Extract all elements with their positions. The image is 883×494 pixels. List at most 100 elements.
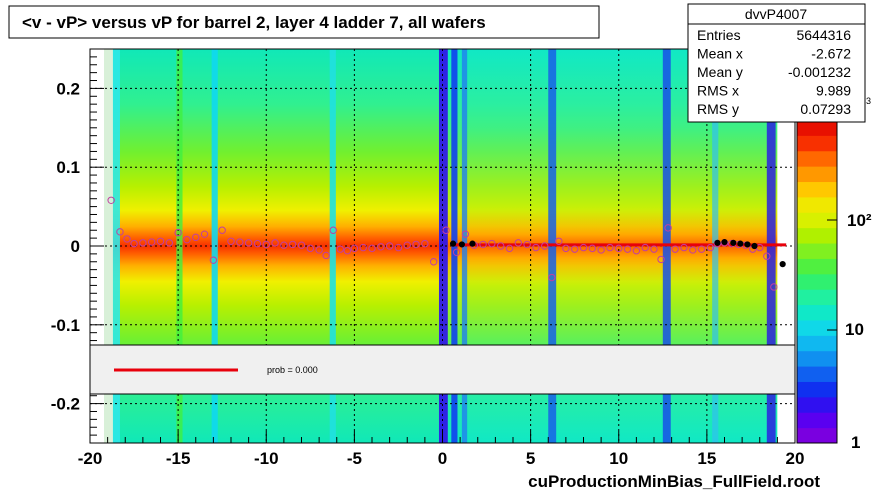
stats-value: -2.672 [811,46,851,62]
profile-point [262,240,270,249]
x-tick-label: -20 [78,449,103,468]
x-tick-label: 0 [438,449,447,468]
color-scale-cell [797,304,837,321]
profile-point [368,244,376,253]
profile-point [650,245,658,253]
profile-point [514,239,522,247]
color-scale-cell [797,366,837,382]
profile-point-filled [779,261,786,268]
profile-point [336,245,344,253]
profile-point [183,235,191,244]
stats-label: Entries [697,27,741,43]
stats-box: dvvP4007 Entries 5644316 Mean x -2.672 Mean … [687,3,866,123]
profile-point [385,242,394,250]
y-tick-label: 0.1 [56,158,80,177]
profile-point-filled [714,239,721,246]
color-scale-cell [797,135,837,152]
profile-point [623,245,632,253]
profile-point-filled [751,242,758,250]
profile-point [288,240,297,249]
profile-point [488,239,496,248]
stats-label: RMS y [697,101,739,117]
color-scale-exponent: 3 [866,96,871,106]
profile-point [641,243,649,252]
profile-points [107,196,786,291]
profile-point [130,239,138,248]
profile-point [615,244,623,253]
color-scale-cell [797,243,837,259]
color-scale-cell [797,120,837,136]
profile-point [200,230,209,238]
x-tick-label: -10 [254,449,279,468]
profile-point [496,242,505,250]
color-scale-cell [797,396,837,413]
profile-point [570,245,579,253]
x-tick-label: 10 [609,449,628,468]
color-scale-cell [797,181,837,198]
profile-point [452,248,461,257]
y-tick-label: -0.1 [51,316,80,335]
profile-point [541,242,549,250]
profile-point-filled [458,241,465,248]
heatmap-stripe [329,49,336,443]
color-scale-cell [797,427,837,444]
color-scale-cell [797,227,837,244]
color-scale-label: 10 [845,320,864,339]
profile-point [461,230,470,238]
profile-point [174,228,182,237]
x-axis: -20 -15 -10 -5 0 5 10 15 20 [78,431,804,468]
profile-point [579,243,588,252]
legend-fit-prob: prob = 0.000 [267,365,318,375]
profile-point [123,235,131,243]
profile-point [147,238,156,246]
profile-point [706,243,715,252]
stats-label: Mean x [697,46,743,62]
profile-point [350,244,359,253]
profile-point [671,245,679,253]
profile-point-filled [730,239,737,246]
profile-point [359,243,367,252]
profile-point [280,241,288,249]
profile-point [306,244,315,253]
color-scale-cell [797,150,837,167]
color-scale-cell [797,412,837,429]
profile-point [429,258,438,266]
x-tick-label: -15 [166,449,191,468]
color-scale-cell [797,289,837,306]
profile-point [253,239,262,248]
profile-point [532,243,540,252]
profile-point [209,256,218,264]
profile-point [377,243,385,251]
color-scale-cell [797,212,837,229]
color-scale-label: 10² [847,211,872,230]
profile-point [505,244,514,253]
color-scale [796,119,838,444]
profile-point [588,244,597,253]
footer-filename: cuProductionMinBias_FullField.root [528,472,820,491]
profile-point [244,239,253,247]
x-tick-label: -5 [347,449,362,468]
color-scale-cell [797,258,837,275]
profile-point [606,243,614,252]
profile-point-filled [449,240,457,247]
profile-point [597,246,605,254]
color-scale-cell [797,350,837,367]
y-tick-label: 0.2 [56,79,80,98]
stats-value: -0.001232 [788,64,851,80]
profile-point [697,245,706,253]
profile-point-filled [469,240,476,247]
color-scale-cell [797,335,837,352]
stats-label: RMS x [697,83,739,99]
fit-legend: prob = 0.000 [89,344,796,395]
profile-point [763,252,771,260]
profile-point [236,238,244,246]
profile-point [664,224,672,232]
profile-point [156,237,165,245]
profile-point [562,244,570,253]
title-box: <v - vP> versus vP for barrel 2, layer 4… [8,5,600,39]
profile-point [297,241,306,249]
stats-value: 9.989 [816,83,851,99]
profile-point [680,243,688,252]
profile-point [107,196,115,204]
